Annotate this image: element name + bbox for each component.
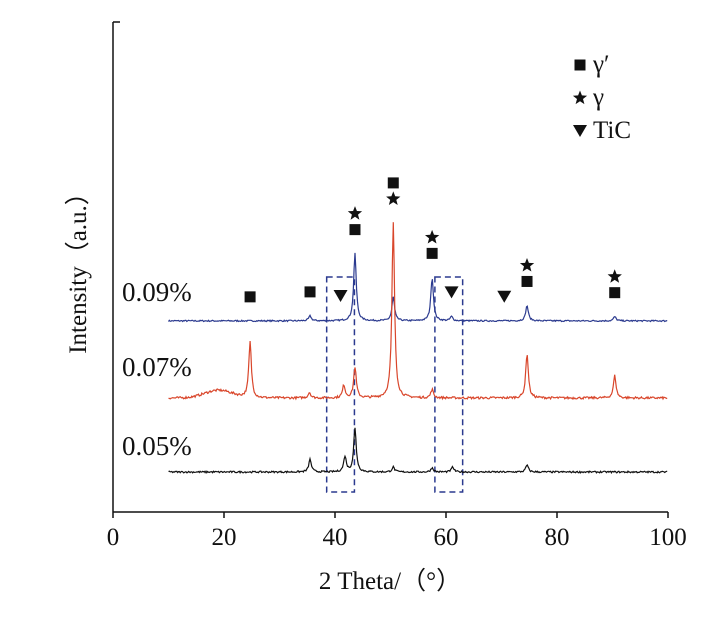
x-tick-label-80: 80 — [545, 524, 570, 551]
gamma-prime-square-marker — [387, 177, 399, 189]
series-line-0.05% — [168, 427, 668, 475]
gamma-prime-square-marker — [609, 287, 621, 299]
series-label-0.07%: 0.07% — [122, 352, 192, 382]
highlight-region-2 — [434, 276, 464, 493]
tic-triangle-marker — [444, 286, 459, 299]
x-tick-label-100: 100 — [649, 524, 687, 551]
highlight-region-1 — [325, 276, 356, 493]
gamma-star-marker — [519, 258, 535, 272]
series-line-0.09% — [167, 252, 668, 323]
phase-markers — [244, 177, 622, 303]
tic-triangle-marker — [333, 290, 348, 303]
gamma-star-marker — [607, 269, 622, 283]
x-tick-label-0: 0 — [107, 524, 120, 551]
gamma-prime-square-marker — [304, 286, 316, 298]
gamma-prime-square-marker — [349, 224, 361, 236]
gamma-prime-square-marker — [244, 291, 256, 303]
x-tick-label-40: 40 — [323, 524, 348, 551]
x-axis-label: 2 Theta/（°） — [319, 567, 461, 595]
gamma-star-marker — [386, 191, 401, 205]
series-line-0.07% — [168, 222, 668, 401]
highlight-regions — [325, 276, 464, 493]
series-group — [167, 222, 668, 475]
x-ticks: 0 20 40 60 80 100 — [107, 512, 687, 551]
series-label-0.05%: 0.05% — [122, 431, 192, 461]
x-tick-label-60: 60 — [434, 524, 459, 551]
legend-label-1: γ′ — [592, 51, 610, 78]
legend-label-3: TiC — [593, 117, 631, 144]
x-tick-label-20: 20 — [212, 524, 237, 551]
tic-triangle-marker — [497, 290, 512, 303]
gamma-star-marker — [572, 90, 588, 105]
gamma-star-marker — [425, 229, 440, 244]
gamma-prime-square-marker — [521, 275, 533, 287]
y-axis-label: Intensity（a.u.） — [64, 180, 92, 354]
tic-triangle-marker — [573, 125, 587, 137]
legend: γ′ γ TiC — [572, 51, 631, 144]
gamma-prime-square-marker — [574, 59, 586, 71]
gamma-prime-square-marker — [426, 247, 438, 259]
series-labels: 0.09% 0.07% 0.05% — [122, 277, 192, 461]
axes — [112, 21, 668, 513]
gamma-star-marker — [347, 206, 363, 220]
series-label-0.09%: 0.09% — [122, 277, 192, 307]
legend-label-2: γ — [592, 84, 604, 111]
